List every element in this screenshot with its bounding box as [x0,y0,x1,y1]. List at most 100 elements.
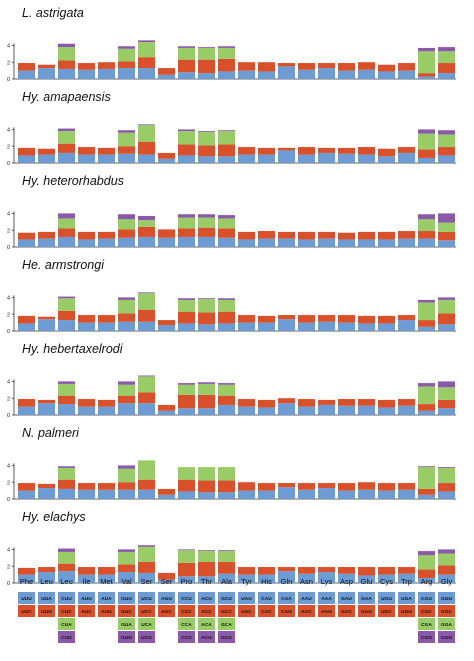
bar-segment-blue [418,410,435,415]
bar-segment-red [358,231,375,240]
codon-box [178,618,195,630]
codon-box [418,618,435,630]
bar-segment-blue [398,152,415,163]
codon-box [138,631,155,643]
bar-segment-green [138,220,155,227]
bar-segment-red [58,310,75,321]
bar-segment-blue [358,154,375,163]
x-tick-label: Ser [161,577,173,586]
bar-segment-blue [218,156,235,163]
bar-segment-red [158,404,175,411]
bar-segment-blue [118,237,135,247]
bar-segment-green [438,299,455,314]
bar-segment-blue [98,406,115,415]
x-tick-label: Val [121,577,132,586]
y-tick-label: 0 [7,245,10,251]
bar-segment-purple [118,297,135,300]
bar-segment-blue [218,404,235,415]
x-tick-label: Arg [421,577,433,586]
bar-segment-red [338,232,355,240]
bar-segment-blue [318,404,335,415]
bar-segment-green [178,467,195,480]
bar-segment-red [378,567,395,575]
codon-label: UCU [141,596,152,602]
bar-segment-green [438,467,455,484]
codon-label: CAA [281,596,292,602]
bar-segment-green [118,132,135,147]
y-tick-label: 0 [7,77,10,83]
codon-label: CAC [261,609,272,615]
bar-segment-blue [398,320,415,331]
x-tick-label: Lys [321,577,333,586]
bar-segment-blue [118,572,135,583]
bar-segment-red [198,227,215,237]
y-tick-label: 2 [7,228,10,234]
bar-segment-blue [398,70,415,79]
bar-segment-purple [178,129,195,132]
bar-segment-red [38,64,55,69]
bar-segment-red [38,316,55,320]
bar-segment-blue [58,488,75,499]
bar-segment-red [198,394,215,409]
codon-box [438,605,455,617]
bar-segment-green [138,42,155,58]
bar-segment-purple [438,297,455,300]
bar-segment-red [58,563,75,572]
bar-segment-blue [378,407,395,415]
y-tick-label: 2 [7,564,10,570]
bar-segment-red [38,399,55,404]
bar-segment-green [218,551,235,562]
bar-segment-red [438,565,455,575]
bar-segment-blue [78,154,95,163]
codon-label: GUU [121,596,132,602]
codon-label: GGG [441,635,452,641]
bar-segment-red [278,483,295,488]
bar-segment-blue [438,240,455,247]
codon-label: GCU [221,596,232,602]
species-panel: Hy. elachys 0 2 4 [7,510,456,587]
bar-segment-red [118,61,135,69]
codon-box [58,618,75,630]
codon-label: GGU [441,596,452,602]
bar-segment-red [318,483,335,489]
bar-segment-purple [418,47,435,52]
bar-segment-purple [198,382,215,384]
codon-box [358,592,375,604]
bar-segment-green [198,551,215,562]
bar-segment-blue [38,319,55,331]
bar-segment-red [378,231,395,240]
bar-segment-blue [298,239,315,247]
bar-segment-purple [198,131,215,132]
codon-label: CUC [61,609,72,615]
bar-segment-red [18,315,35,324]
codon-box [218,631,235,643]
bar-segment-blue [278,150,295,163]
bar-segment-purple [138,545,155,547]
bar-segment-blue [258,238,275,247]
codon-box [58,631,75,643]
codon-box [218,592,235,604]
bar-segment-red [438,63,455,74]
bar-segment-blue [438,491,455,499]
codon-box [258,592,275,604]
codon-label: UGG [401,609,412,615]
codon-box [218,618,235,630]
bar-segment-blue [138,572,155,583]
bar-segment-blue [258,407,275,415]
bar-segment-green [58,298,75,311]
codon-box [338,605,355,617]
codon-label: CCC [181,609,192,615]
bar-segment-blue [438,324,455,331]
bar-segment-blue [178,155,195,163]
bar-segment-blue [318,68,335,79]
bar-segment-blue [78,489,95,499]
bar-segment-blue [78,406,95,415]
bar-segment-purple [118,549,135,552]
bar-segment-purple [58,466,75,468]
codon-label: AAU [301,596,312,602]
bar-segment-purple [218,130,235,132]
bar-segment-red [178,311,195,324]
bar-segment-red [178,479,195,492]
bar-segment-purple [178,298,195,300]
